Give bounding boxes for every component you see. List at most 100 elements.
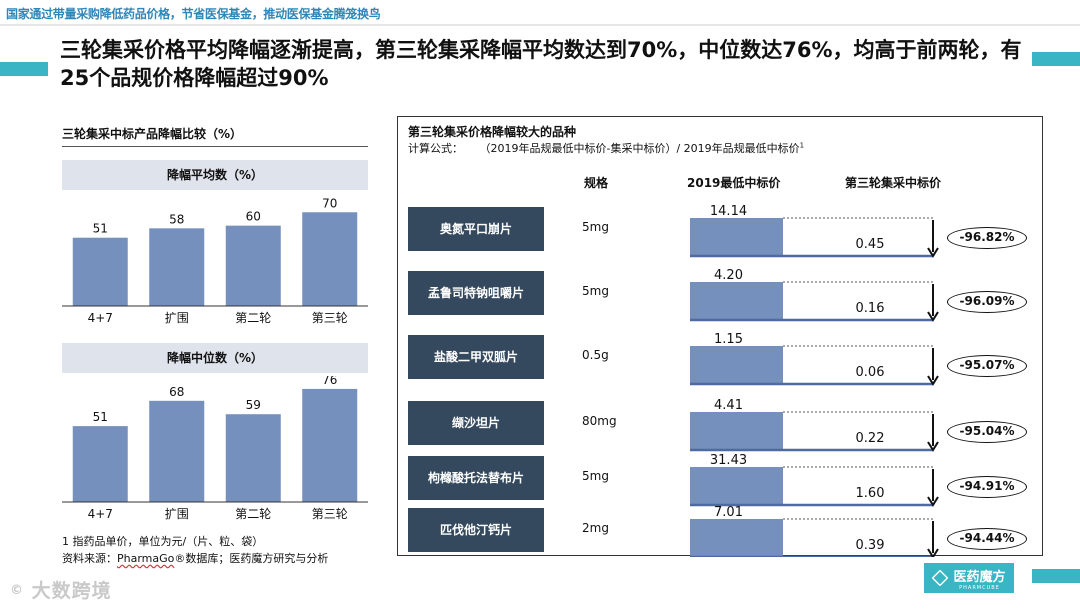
drug-spec: 80mg <box>582 414 617 428</box>
price-drop-percent: -96.82% <box>947 227 1027 249</box>
drug-spec: 5mg <box>582 469 609 483</box>
watermark-text: 大数跨境 <box>31 580 112 602</box>
price-2019-label: 4.41 <box>714 398 743 413</box>
bar <box>302 212 358 306</box>
bar-value-label: 58 <box>169 212 184 226</box>
left-title-divider <box>62 146 368 147</box>
drug-spec: 0.5g <box>582 348 609 362</box>
column-header-spec: 规格 <box>584 176 609 190</box>
logo-text-block: 医药魔方 PHARMCUBE <box>953 566 1005 591</box>
bar-value-label: 51 <box>93 410 108 424</box>
column-header-3rd-round-price: 第三轮集采中标价 <box>845 176 942 190</box>
price-2019-bar <box>690 218 783 256</box>
bar-value-label: 68 <box>169 385 184 399</box>
drug-name-box: 枸橼酸托法替布片 <box>408 456 544 500</box>
down-arrow-head <box>927 247 939 258</box>
price-drop-percent: -96.09% <box>947 291 1027 313</box>
source-brand: PharmaGo <box>117 552 175 565</box>
bar-value-label: 76 <box>322 376 337 387</box>
bar <box>72 237 128 306</box>
drug-name-box: 盐酸二甲双 胍片 <box>408 335 544 379</box>
bar <box>149 400 205 502</box>
price-2019-label: 31.43 <box>710 453 747 468</box>
price-2019-label: 14.14 <box>710 204 747 219</box>
formula-text: （2019年品规最低中标价-集采中标价）/ 2019年品规最低中标价 <box>485 142 800 155</box>
down-arrow-head <box>927 311 939 322</box>
footnote-unit: 1 指药品单价，单位为元/（片、粒、袋） <box>62 535 264 548</box>
logo-subtitle: PHARMCUBE <box>959 584 1000 591</box>
bar <box>225 225 281 306</box>
price-drop-percent: -94.91% <box>947 476 1027 498</box>
drug-name-box: 匹伐他汀钙片 <box>408 508 544 552</box>
price-drop-panel: 第三轮集采价格降幅较大的品种 计算公式： （2019年品规最低中标价-集采中标价）… <box>397 116 1043 557</box>
price-3rd-label: 0.22 <box>856 431 885 446</box>
price-3rd-label: 0.16 <box>856 301 885 316</box>
bar <box>72 426 128 502</box>
category-label: 扩围 <box>165 311 189 325</box>
price-3rd-label: 0.45 <box>856 237 885 252</box>
price-3rd-label: 0.06 <box>856 365 885 380</box>
bar-value-label: 60 <box>246 210 261 224</box>
price-2019-label: 4.20 <box>714 268 743 283</box>
brand-logo: 医药魔方 PHARMCUBE <box>924 563 1014 593</box>
price-2019-label: 1.15 <box>714 332 743 347</box>
accent-bar-bottom-right <box>1032 569 1080 583</box>
bar <box>225 414 281 502</box>
cube-icon <box>931 569 949 587</box>
down-arrow-head <box>927 375 939 386</box>
accent-bar-right <box>1032 52 1080 66</box>
footnote-source: 资料来源：PharmaGo®数据库；医药魔方研究与分析 <box>62 550 328 567</box>
price-2019-bar <box>690 282 783 320</box>
price-2019-bar <box>690 519 783 557</box>
drug-name-box: 孟鲁司特钠 咀嚼片 <box>408 271 544 315</box>
price-2019-bar <box>690 412 783 450</box>
price-drop-percent: -95.07% <box>947 355 1027 377</box>
price-3rd-label: 0.39 <box>856 538 885 553</box>
price-drop-percent: -94.44% <box>947 528 1027 550</box>
category-label: 第二轮 <box>235 507 271 521</box>
price-2019-bar <box>690 346 783 384</box>
down-arrow-head <box>927 441 939 452</box>
bar-value-label: 70 <box>322 196 337 210</box>
top-caption: 国家通过带量采购降低药品价格，节省医保基金，推动医保基金腾笼换鸟 <box>6 7 381 21</box>
watermark: © 大数跨境 <box>10 576 112 603</box>
price-2019-bar <box>690 467 783 505</box>
drug-name-box: 缬沙坦片 <box>408 401 544 445</box>
median-drop-bar-chart: 51 4+7 68 扩围 59 第二轮 76 第三轮 <box>62 376 368 521</box>
accent-bar-left <box>0 62 48 76</box>
bar <box>149 228 205 306</box>
watermark-mark: © <box>10 583 24 598</box>
category-label: 第二轮 <box>235 311 271 325</box>
formula-footnote-mark: 1 <box>799 141 805 150</box>
category-label: 第三轮 <box>312 507 348 521</box>
formula-label: 计算公式： <box>408 142 463 155</box>
price-drop-percent: -95.04% <box>947 421 1027 443</box>
logo-name: 医药魔方 <box>953 569 1006 585</box>
panel-title: 第三轮集采价格降幅较大的品种 <box>408 125 577 139</box>
bar-value-label: 59 <box>246 398 261 412</box>
left-chart-title: 三轮集采中标产品降幅比较（%） <box>62 127 243 141</box>
drug-name-box: 奥氮平口崩片 <box>408 207 544 251</box>
category-label: 第三轮 <box>312 311 348 325</box>
source-prefix: 资料来源： <box>62 552 117 565</box>
bar-value-label: 51 <box>93 222 108 236</box>
mean-chart-title: 降幅平均数（%） <box>62 160 368 190</box>
footnote: 1 指药品单价，单位为元/（片、粒、袋） 资料来源：PharmaGo®数据库；医… <box>62 533 328 567</box>
category-label: 4+7 <box>88 507 113 521</box>
price-comparison-bars: 14.14 0.45 4.20 0.16 1.15 0.06 4.41 0.22 31.43 1.… <box>690 204 939 557</box>
slide-title: 三轮集采价格平均降幅逐渐提高，第三轮集采降幅平均数达到70%，中位数达76%，均… <box>60 38 1022 90</box>
drug-spec: 5mg <box>582 284 609 298</box>
category-label: 4+7 <box>88 311 113 325</box>
drug-spec: 2mg <box>582 521 609 535</box>
column-header-2019-price: 2019最低中标价 <box>687 176 781 190</box>
panel-formula: 计算公式： （2019年品规最低中标价-集采中标价）/ 2019年品规最低中标价1 <box>408 140 804 156</box>
price-3rd-label: 1.60 <box>856 486 885 501</box>
category-label: 扩围 <box>165 507 189 521</box>
down-arrow-head <box>927 548 939 557</box>
top-divider <box>0 24 1080 26</box>
mean-drop-bar-chart: 51 4+7 58 扩围 60 第二轮 70 第三轮 <box>62 196 368 325</box>
drug-spec: 5mg <box>582 220 609 234</box>
bar <box>302 388 358 502</box>
down-arrow-head <box>927 496 939 507</box>
price-2019-label: 7.01 <box>714 505 743 520</box>
